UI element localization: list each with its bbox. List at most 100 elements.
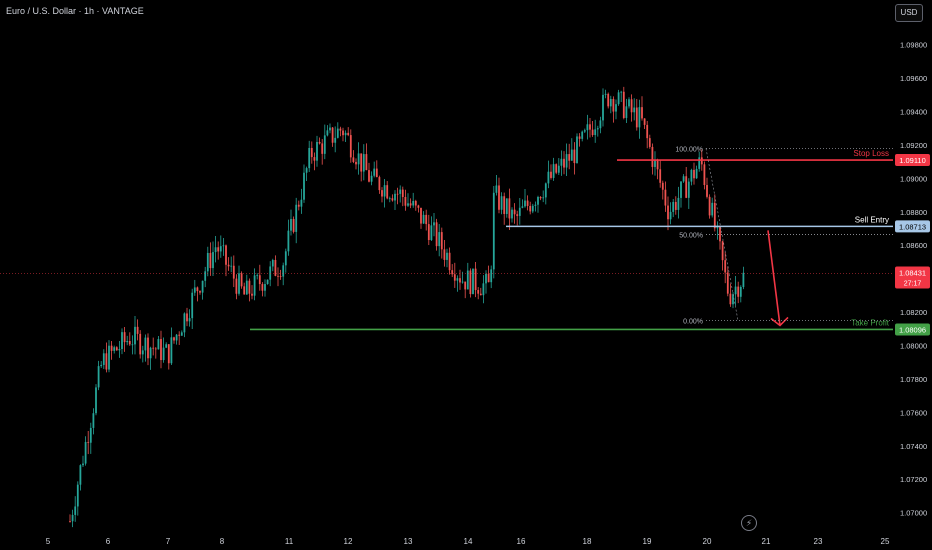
candle-body <box>186 313 188 322</box>
candle-body <box>638 107 641 128</box>
candle-body <box>435 222 438 247</box>
candle-body <box>719 226 721 242</box>
x-tick-label: 13 <box>404 537 413 546</box>
candle-body <box>141 350 144 355</box>
candle-body <box>682 176 685 182</box>
candle-body <box>469 270 472 295</box>
candle-body <box>498 185 500 210</box>
candle-body <box>76 484 79 507</box>
candle-body <box>326 130 329 136</box>
candle-body <box>518 207 521 216</box>
time-axis[interactable]: 5 6 7 8 11 12 13 14 16 18 19 20 21 23 25 <box>46 537 890 546</box>
trade-arrow <box>767 230 781 326</box>
candle-body <box>599 120 602 129</box>
candle-body <box>721 241 724 261</box>
candle-body <box>167 344 170 364</box>
candle-body <box>667 205 669 220</box>
candle-body <box>396 193 399 195</box>
level-price-text: 1.08096 <box>899 325 926 334</box>
candle-body <box>643 118 646 125</box>
lightning-icon[interactable]: ⚡ <box>741 515 757 531</box>
candle-body <box>508 198 511 219</box>
candle-body <box>238 273 240 294</box>
fib-label: 50.00% <box>679 232 703 239</box>
candle-body <box>157 339 160 350</box>
candle-body <box>336 128 339 138</box>
candle-body <box>479 293 482 296</box>
candle-body <box>105 353 108 370</box>
candle-body <box>503 196 506 214</box>
candle-body <box>589 124 591 130</box>
candle-body <box>191 292 194 319</box>
currency-button[interactable]: USD <box>895 4 923 22</box>
candle-body <box>108 345 110 370</box>
x-tick-label: 21 <box>762 537 771 546</box>
candle-body <box>516 214 519 216</box>
candle-body <box>674 201 677 210</box>
candle-body <box>162 347 165 361</box>
candle-body <box>594 129 597 136</box>
candle-body <box>274 260 277 276</box>
y-tick-label: 1.08800 <box>900 208 927 217</box>
candle-body <box>292 218 295 232</box>
x-tick-label: 8 <box>220 537 225 546</box>
candle-body <box>261 284 264 291</box>
candle-body <box>526 200 529 206</box>
x-tick-label: 7 <box>166 537 171 546</box>
candle-body <box>277 275 279 277</box>
candle-body <box>339 128 342 131</box>
candle-body <box>711 202 714 216</box>
fib-label: 0.00% <box>683 318 703 325</box>
candle-body <box>258 275 261 285</box>
candle-body <box>381 190 383 197</box>
candle-body <box>456 278 459 281</box>
price-badges: 1.09110 1.08713 1.08096 1.08431 27:17 <box>895 154 930 336</box>
y-tick-label: 1.07800 <box>900 375 927 384</box>
candle-body <box>394 193 396 201</box>
candle-body <box>427 224 430 241</box>
candle-body <box>539 197 542 199</box>
candle-body <box>251 293 253 296</box>
candle-body <box>695 168 698 179</box>
candle-body <box>685 176 688 198</box>
candle-body <box>368 170 370 182</box>
candle-body <box>297 204 300 207</box>
candle-body <box>412 200 415 206</box>
candle-body <box>378 177 381 191</box>
candle-body <box>282 265 285 277</box>
y-tick-label: 1.08600 <box>900 241 927 250</box>
candle-body <box>110 345 113 351</box>
candle-body <box>581 131 584 139</box>
candle-body <box>209 252 212 269</box>
candle-body <box>524 200 526 207</box>
candle-body <box>451 270 454 275</box>
candle-body <box>204 271 207 281</box>
candle-body <box>409 203 412 206</box>
candle-body <box>113 347 116 351</box>
candle-body <box>147 337 149 359</box>
candle-body <box>560 158 563 166</box>
y-tick-label: 1.07000 <box>900 509 927 518</box>
candle-body <box>625 106 628 118</box>
level-price-badge <box>895 154 930 167</box>
candle-body <box>318 141 321 144</box>
candle-body <box>321 143 324 154</box>
candle-body <box>570 149 573 161</box>
candle-body <box>170 337 173 364</box>
candle-body <box>687 181 690 198</box>
candle-body <box>607 93 610 107</box>
candle-body <box>160 339 162 361</box>
candle-body <box>586 124 589 131</box>
candle-body <box>490 269 493 283</box>
candle-body <box>287 230 290 252</box>
candle-body <box>253 275 256 296</box>
candle-body <box>266 279 269 285</box>
candle-body <box>677 197 680 210</box>
candle-body <box>628 99 630 107</box>
level-price-badge <box>895 323 930 336</box>
candle-body <box>646 124 649 139</box>
candle-body <box>425 214 428 225</box>
candle-body <box>212 252 214 269</box>
fib-trend-line <box>705 148 739 321</box>
